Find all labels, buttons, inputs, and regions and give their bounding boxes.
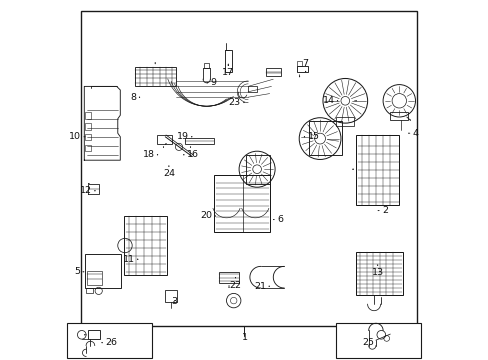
Text: 4: 4 <box>412 129 418 138</box>
Bar <box>123 216 167 275</box>
Bar <box>204 63 209 68</box>
Text: 16: 16 <box>186 150 199 159</box>
Bar <box>81 11 416 326</box>
Bar <box>84 134 91 140</box>
Bar <box>355 135 399 205</box>
Bar <box>213 175 269 232</box>
Bar <box>87 271 102 285</box>
Bar <box>309 121 341 155</box>
Bar <box>246 155 269 184</box>
Text: 3: 3 <box>171 297 177 306</box>
Bar <box>67 323 152 358</box>
Bar <box>185 138 213 144</box>
Text: 14: 14 <box>322 96 334 105</box>
Bar <box>88 330 101 339</box>
Bar <box>389 112 407 120</box>
Text: 9: 9 <box>210 78 216 87</box>
Bar <box>86 288 93 293</box>
Bar <box>219 272 239 283</box>
Text: 21: 21 <box>254 282 265 291</box>
Text: 8: 8 <box>130 93 136 102</box>
Bar <box>134 67 176 86</box>
Text: 26: 26 <box>105 338 117 347</box>
Bar <box>84 145 91 151</box>
Text: 24: 24 <box>163 169 175 178</box>
Bar <box>85 254 121 288</box>
Bar <box>296 61 302 66</box>
Bar <box>164 290 177 302</box>
Bar <box>84 112 91 119</box>
Bar <box>336 117 354 126</box>
Bar <box>157 135 171 144</box>
Text: 11: 11 <box>122 255 134 264</box>
Bar <box>247 86 257 92</box>
Text: 5: 5 <box>74 267 80 276</box>
Bar <box>336 323 420 358</box>
Text: 23: 23 <box>228 98 241 107</box>
Bar <box>84 123 91 130</box>
Text: 12: 12 <box>80 186 92 195</box>
Text: 20: 20 <box>200 211 212 220</box>
Text: 10: 10 <box>69 132 81 141</box>
Text: 1: 1 <box>241 333 247 342</box>
Bar <box>224 50 231 72</box>
Text: 13: 13 <box>371 268 383 277</box>
Text: 17: 17 <box>222 68 234 77</box>
Text: 7: 7 <box>302 59 308 68</box>
Text: 15: 15 <box>307 132 319 141</box>
Text: 25: 25 <box>361 338 373 347</box>
Text: 6: 6 <box>276 215 283 224</box>
Bar <box>265 68 280 76</box>
Text: 22: 22 <box>229 281 241 290</box>
Bar <box>355 252 402 295</box>
Text: 18: 18 <box>142 150 154 159</box>
Text: 2: 2 <box>381 206 387 215</box>
Bar <box>296 66 307 72</box>
Text: 19: 19 <box>176 132 188 141</box>
